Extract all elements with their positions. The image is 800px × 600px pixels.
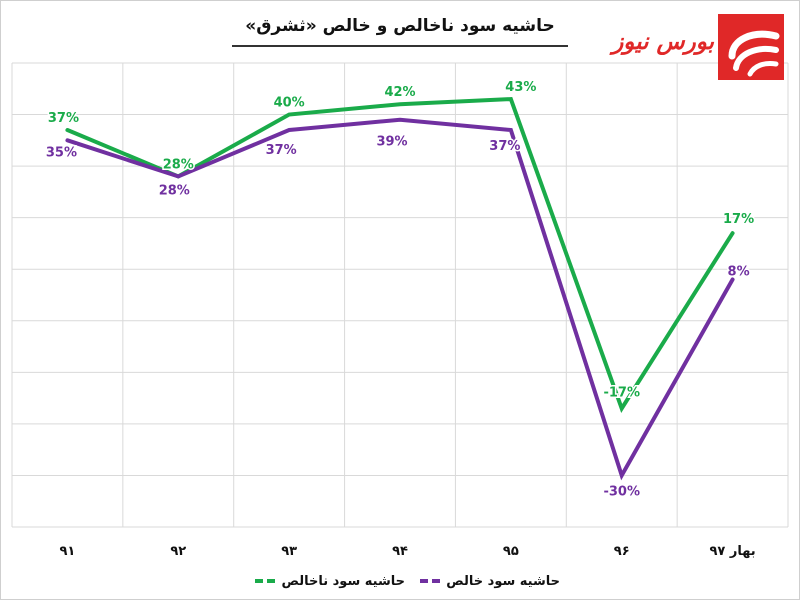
x-tick-label: ۹۲ <box>170 544 186 559</box>
x-tick-label: ۹۵ <box>503 544 519 559</box>
legend-item-net-margin: حاشیه سود خالص <box>420 571 560 591</box>
title-underline <box>232 45 568 47</box>
data-label-gross-margin: 42% <box>384 85 415 100</box>
data-label-gross-margin: -17% <box>603 385 640 400</box>
data-label-net-margin: 28% <box>159 183 190 198</box>
legend-label-net-margin: حاشیه سود خالص <box>446 573 560 589</box>
chart-title: حاشیه سود ناخالص و خالص «ثشرق» <box>245 16 555 36</box>
data-label-gross-margin: 17% <box>723 212 754 227</box>
x-tick-label: ۹۳ <box>281 544 297 559</box>
data-label-net-margin: 35% <box>46 145 77 160</box>
legend-swatch-net-margin <box>420 579 441 583</box>
data-label-net-margin: 37% <box>489 139 520 154</box>
legend-item-gross-margin: حاشیه سود ناخالص <box>255 571 405 591</box>
data-label-gross-margin: 40% <box>274 96 305 111</box>
x-tick-label: ۹۱ <box>59 544 75 559</box>
data-label-gross-margin: 37% <box>48 111 79 126</box>
data-label-net-margin: -30% <box>603 484 640 499</box>
legend-swatch-gross-margin <box>255 579 276 583</box>
logo-text: بورس نیوز <box>612 28 714 55</box>
bourse-news-logo <box>718 14 784 80</box>
data-label-gross-margin: 43% <box>505 80 536 95</box>
x-tick-label: بهار ۹۷ <box>709 544 755 559</box>
data-label-net-margin: 39% <box>376 135 407 150</box>
data-label-gross-margin: 28% <box>163 157 194 172</box>
data-label-net-margin: 37% <box>266 143 297 158</box>
series-line-net-margin <box>65 117 735 481</box>
x-tick-label: ۹۴ <box>392 544 408 559</box>
x-tick-label: ۹۶ <box>614 544 630 559</box>
legend-label-gross-margin: حاشیه سود ناخالص <box>281 573 405 589</box>
data-label-net-margin: 8% <box>728 265 750 280</box>
